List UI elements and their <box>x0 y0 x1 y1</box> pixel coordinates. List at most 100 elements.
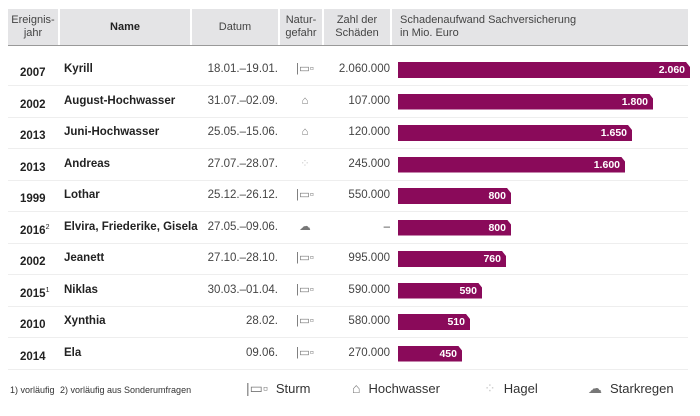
year: 2014 <box>20 350 46 363</box>
flooded-house-icon: ⌂ <box>301 126 309 138</box>
table-row: 2014 Ela 09.06. |▭▫ 270.000 450 <box>8 338 688 370</box>
header-date: Datum <box>192 9 280 45</box>
event-name: Xynthia <box>64 315 106 327</box>
claims-count: 2.060.000 <box>338 63 390 75</box>
year: 2007 <box>20 66 46 79</box>
legend-label: Sturm <box>275 381 311 396</box>
footnote-1: 1) vorläufig <box>10 385 55 395</box>
date: 31.07.–02.09. <box>207 94 278 107</box>
windsock-icon: |▭▫ <box>296 346 314 359</box>
claims-count: 590.000 <box>348 283 390 296</box>
hail-icon: ⁘ <box>484 380 496 396</box>
bar-label: 1.600 <box>593 158 620 171</box>
year: 2013 <box>20 161 46 174</box>
bar-label: 1.800 <box>621 95 648 108</box>
hail-icon: ⁘ <box>300 157 310 170</box>
table-row: 2010 Xynthia 28.02. |▭▫ 580.000 510 <box>8 306 688 338</box>
windsock-icon: |▭▫ <box>296 283 314 296</box>
table-row: 2007 Kyrill 18.01.–19.01. |▭▫ 2.060.000 … <box>8 54 688 86</box>
date: 27.07.–28.07. <box>207 157 278 170</box>
damage-bar: 1.600 <box>398 157 625 173</box>
damage-bar: 800 <box>398 188 511 204</box>
date: 25.12.–26.12. <box>207 189 278 201</box>
claims-count: 120.000 <box>348 126 390 138</box>
damage-bar: 2.060 <box>398 62 690 78</box>
table-row: 2013 Andreas 27.07.–28.07. ⁘ 245.000 1.6… <box>8 149 688 181</box>
bar-label: 800 <box>488 190 506 202</box>
date: 27.10.–28.10. <box>207 252 278 264</box>
flooded-house-icon: ⌂ <box>301 94 309 107</box>
damage-bar: 590 <box>398 283 482 299</box>
footnote-2: 2) vorläufig aus Sonderumfragen <box>60 385 192 395</box>
year: 1999 <box>20 192 46 205</box>
event-name: Ela <box>64 346 82 359</box>
year: 20162 <box>20 223 50 237</box>
header-hazard: Natur- gefahr <box>280 9 324 45</box>
damage-bar: 450 <box>398 346 462 362</box>
claims-count: 995.000 <box>348 252 390 264</box>
bar-label: 760 <box>483 253 501 265</box>
claims-count: 580.000 <box>348 315 390 327</box>
claims-count: 550.000 <box>348 189 390 201</box>
event-name: Niklas <box>64 283 98 296</box>
header-damage: Schadenaufwand Sachversicherung in Mio. … <box>400 14 577 39</box>
bar-label: 590 <box>459 284 477 297</box>
claims-count: 245.000 <box>348 157 390 170</box>
table-row: 2013 Juni-Hochwasser 25.05.–15.06. ⌂ 120… <box>8 117 688 149</box>
bar-label: 1.650 <box>600 127 627 139</box>
date: 30.03.–01.04. <box>207 283 278 296</box>
table-row: 2002 August-Hochwasser 31.07.–02.09. ⌂ 1… <box>8 86 688 118</box>
event-name: Lothar <box>64 189 100 201</box>
year: 2010 <box>20 318 46 331</box>
year: 2002 <box>20 98 46 111</box>
header-name: Name <box>60 9 192 45</box>
legend-sturm: |▭▫ Sturm <box>246 380 311 397</box>
damage-bar: 1.800 <box>398 94 653 110</box>
damage-bar: 800 <box>398 220 511 236</box>
damage-bar: 760 <box>398 251 506 267</box>
claims-count: – <box>383 220 390 233</box>
windsock-icon: |▭▫ <box>296 189 314 201</box>
event-name: Kyrill <box>64 63 93 75</box>
windsock-icon: |▭▫ <box>296 315 314 327</box>
event-name: Jeanett <box>64 252 105 264</box>
bar-label: 800 <box>488 221 506 234</box>
event-name: Elvira, Friederike, Gisela <box>64 220 198 233</box>
table-row: 2002 Jeanett 27.10.–28.10. |▭▫ 995.000 7… <box>8 243 688 275</box>
legend-hochwasser: ⌂ Hochwasser <box>352 380 440 396</box>
legend-starkregen: ☁ Starkregen <box>588 380 674 397</box>
table-row: 1999 Lothar 25.12.–26.12. |▭▫ 550.000 80… <box>8 180 688 212</box>
header-count: Zahl der Schäden <box>324 9 392 45</box>
date: 18.01.–19.01. <box>207 63 278 75</box>
date: 27.05.–09.06. <box>207 220 278 233</box>
table-header <box>8 9 688 46</box>
damage-bar: 1.650 <box>398 125 632 141</box>
flooded-house-icon: ⌂ <box>352 380 361 396</box>
legend-label: Hochwasser <box>368 380 440 396</box>
event-name: Juni-Hochwasser <box>64 126 160 138</box>
date: 25.05.–15.06. <box>207 126 278 138</box>
table-row: 20162 Elvira, Friederike, Gisela 27.05.–… <box>8 212 688 244</box>
year: 2002 <box>20 255 46 268</box>
bar-label: 450 <box>439 347 457 360</box>
damage-bar: 510 <box>398 314 470 330</box>
bar-label: 2.060 <box>658 64 685 76</box>
date: 28.02. <box>246 315 278 327</box>
event-name: August-Hochwasser <box>64 94 176 107</box>
event-name: Andreas <box>64 157 111 170</box>
date: 09.06. <box>246 346 278 359</box>
table-row: 20151 Niklas 30.03.–01.04. |▭▫ 590.000 5… <box>8 275 688 307</box>
legend-label: Hagel <box>503 381 538 396</box>
windsock-icon: |▭▫ <box>296 252 314 264</box>
year: 2013 <box>20 129 46 142</box>
legend-label: Starkregen <box>610 381 674 396</box>
claims-count: 107.000 <box>348 94 390 107</box>
year: 20151 <box>20 286 50 300</box>
windsock-icon: |▭▫ <box>246 380 268 396</box>
windsock-icon: |▭▫ <box>296 63 314 75</box>
rain-cloud-icon: ☁ <box>299 220 311 233</box>
claims-count: 270.000 <box>348 346 390 359</box>
rain-cloud-icon: ☁ <box>588 380 602 396</box>
header-year: Ereignis- jahr <box>8 9 60 45</box>
bar-label: 510 <box>447 316 465 328</box>
